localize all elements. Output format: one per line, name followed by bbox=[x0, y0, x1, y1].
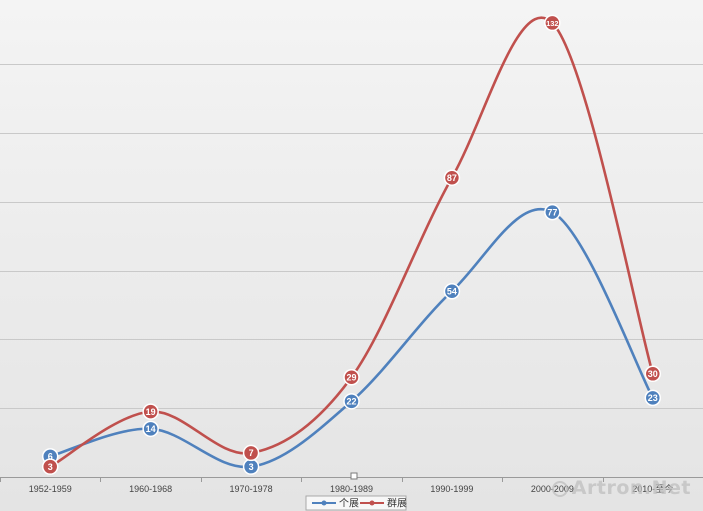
data-point[interactable] bbox=[443, 282, 461, 300]
x-tick-label: 1960-1968 bbox=[129, 484, 172, 494]
legend-box bbox=[305, 495, 407, 511]
data-point[interactable] bbox=[343, 393, 360, 410]
data-label: 23 bbox=[648, 393, 658, 403]
legend-label: 个展 bbox=[339, 498, 359, 510]
data-point[interactable] bbox=[41, 458, 59, 475]
x-tick-label: 1980-1989 bbox=[330, 484, 373, 494]
data-label: 54 bbox=[447, 287, 457, 297]
data-point[interactable] bbox=[644, 389, 662, 407]
data-point[interactable] bbox=[544, 203, 561, 221]
x-tick-label: 1990-1999 bbox=[430, 484, 473, 494]
data-label: 7 bbox=[249, 448, 254, 458]
data-label: 77 bbox=[547, 207, 557, 217]
data-label: 3 bbox=[249, 462, 254, 472]
data-label: 30 bbox=[648, 369, 658, 379]
data-point[interactable] bbox=[242, 444, 260, 462]
data-point[interactable] bbox=[343, 368, 360, 386]
data-label: 3 bbox=[48, 462, 53, 472]
x-tick-label: 1970-1978 bbox=[230, 484, 273, 494]
legend-marker bbox=[321, 500, 327, 506]
data-point[interactable] bbox=[644, 365, 662, 383]
data-label: 87 bbox=[447, 173, 457, 183]
data-label: 14 bbox=[146, 424, 156, 434]
axis-selection-handle[interactable] bbox=[350, 472, 358, 480]
data-label: 22 bbox=[346, 397, 356, 407]
data-point[interactable] bbox=[443, 169, 461, 186]
x-tick-label: 2000-2009 bbox=[531, 484, 574, 494]
data-label: 19 bbox=[146, 407, 156, 417]
series-line bbox=[48, 16, 655, 468]
data-label: 6 bbox=[48, 452, 53, 462]
legend-marker bbox=[369, 500, 375, 506]
data-label: 29 bbox=[346, 373, 356, 383]
legend-label: 群展 bbox=[387, 497, 407, 510]
x-tick-label: 1952-1959 bbox=[29, 484, 72, 494]
data-label: 132 bbox=[546, 19, 559, 28]
x-tick-label: 2010-至今 bbox=[632, 483, 673, 494]
data-point[interactable] bbox=[142, 403, 159, 420]
data-point[interactable] bbox=[544, 14, 561, 32]
data-point[interactable] bbox=[142, 420, 159, 438]
